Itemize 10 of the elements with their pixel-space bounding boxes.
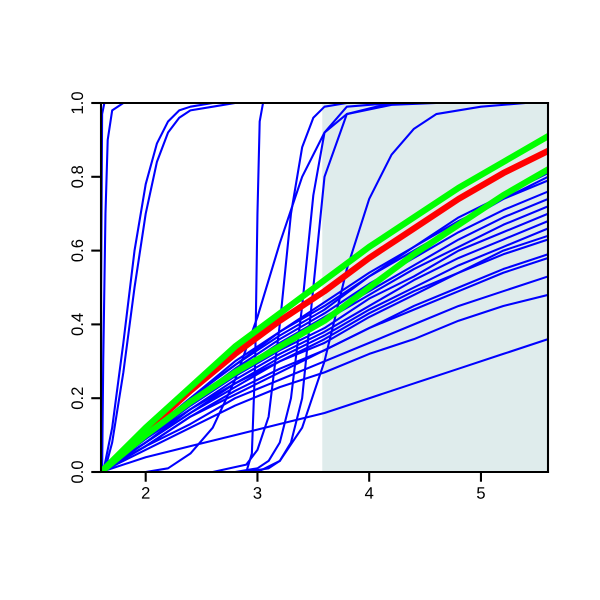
y-tick-label: 0.0 — [71, 461, 84, 483]
x-tick-label: 3 — [253, 487, 262, 499]
x-tick-label: 5 — [476, 487, 485, 499]
y-tick-label: 1.0 — [71, 92, 84, 114]
y-tick-label: 0.2 — [71, 387, 84, 410]
x-tick-label: 2 — [142, 487, 150, 499]
x-tick-label: 4 — [364, 487, 374, 499]
y-tick-label: 0.4 — [71, 313, 84, 336]
y-tick-label: 0.6 — [71, 240, 84, 262]
y-tick-label: 0.8 — [71, 166, 84, 188]
